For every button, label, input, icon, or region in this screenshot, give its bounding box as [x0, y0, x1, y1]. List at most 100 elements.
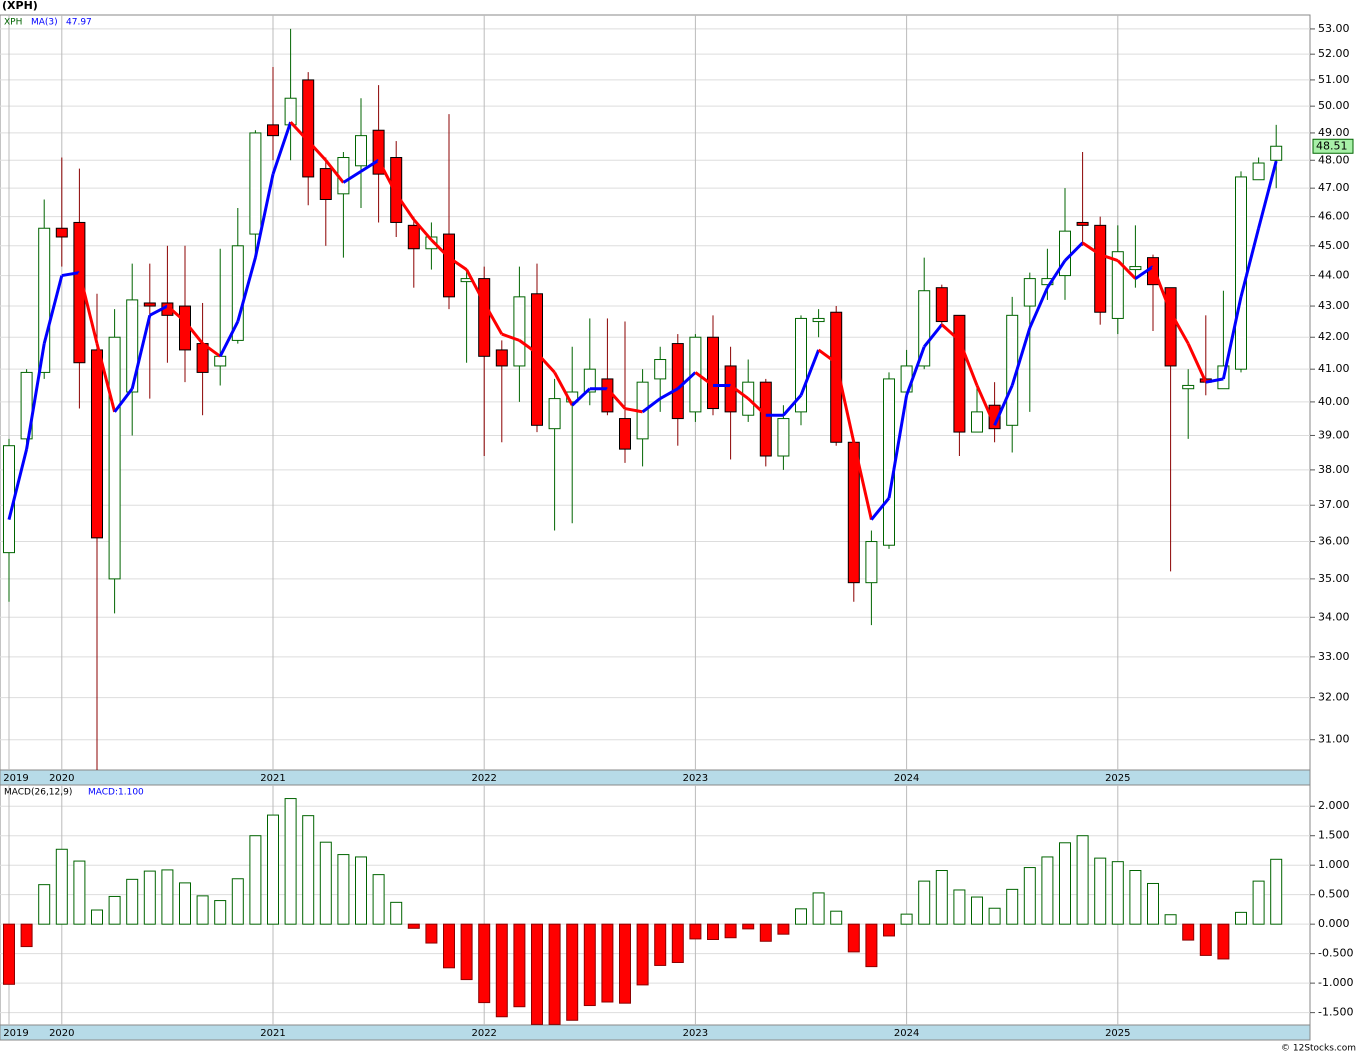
ma-segment [149, 304, 169, 317]
ma-segment [465, 268, 486, 304]
candle-body [689, 336, 702, 413]
candle-body [126, 299, 139, 393]
y-tick-label: -1.500 [1318, 1006, 1353, 1019]
candle-body [249, 132, 262, 235]
candle-body [443, 233, 455, 298]
candle-body [143, 302, 156, 307]
macd-bar [513, 923, 526, 1008]
macd-bar [1059, 842, 1071, 925]
candle-body [777, 418, 790, 457]
macd-bar [249, 835, 262, 925]
macd-bar [460, 923, 473, 981]
macd-bar [601, 923, 614, 1003]
candle-body [1270, 145, 1283, 161]
plot-layer: 53.00 52.00 51.00 50.00 49.00 48.00 47.00 46.00… [0, 15, 1354, 1039]
macd-bar [566, 923, 579, 1021]
ma-segment [113, 387, 134, 413]
legend-macd: MACD:1.100 [88, 788, 144, 798]
ma-segment [289, 121, 310, 143]
macd-bar [126, 878, 139, 925]
candle-body [319, 168, 332, 200]
y-tick-label: 41.00 [1318, 362, 1350, 375]
macd-bar [337, 854, 350, 925]
candle-body [671, 343, 684, 420]
y-tick-label: 44.00 [1318, 269, 1350, 282]
ma-segment [377, 159, 398, 195]
y-tick-label: 0.500 [1318, 888, 1350, 901]
macd-bar [654, 923, 667, 966]
y-tick-label: 34.00 [1318, 610, 1350, 623]
candle-body [795, 317, 807, 413]
macd-bar [108, 895, 121, 925]
ma-segment [448, 256, 468, 271]
ma-segment [61, 271, 80, 278]
x-tick-label: 2020 [49, 1028, 74, 1039]
legend-ma: MA(3) [31, 18, 58, 28]
price-panel [0, 14, 1311, 771]
x-tick-label: 2023 [683, 1028, 708, 1039]
ma-segment [799, 349, 820, 396]
candle-body [1182, 384, 1195, 390]
ma-segment [975, 384, 996, 426]
macd-bar [724, 923, 737, 939]
macd-bar [953, 889, 966, 925]
y-tick-label: 37.00 [1318, 498, 1350, 511]
macd-bar [91, 909, 103, 925]
candle-body [830, 311, 843, 443]
ma-segment [25, 343, 46, 450]
candle-body [478, 278, 491, 357]
candle-body [284, 97, 297, 126]
ma-segment [817, 348, 838, 364]
candle-body [1076, 221, 1089, 226]
macd-bar [689, 923, 702, 940]
y-tick-label: 33.00 [1318, 650, 1350, 663]
ma-segment [1099, 253, 1119, 263]
ma-segment [430, 238, 451, 259]
candle-body [1111, 251, 1124, 319]
candle-body [407, 224, 420, 250]
candle-body [390, 157, 403, 223]
ma-segment [218, 320, 240, 357]
candle-body [372, 129, 385, 175]
ma-segment [130, 314, 152, 390]
ma-segment [394, 192, 416, 221]
ma-segment [641, 397, 662, 414]
macd-bar [231, 878, 244, 925]
ma-segment [870, 497, 891, 521]
candle-body [654, 359, 667, 380]
macd-bar [355, 856, 367, 925]
chart-title: (XPH) [2, 0, 38, 12]
macd-bar [636, 923, 649, 986]
ma-segment [1134, 265, 1154, 280]
legend-ma-value: 47.97 [66, 18, 92, 28]
candle-body [619, 418, 631, 450]
ma-segment [360, 158, 380, 173]
macd-bar [812, 892, 825, 925]
ma-segment [1205, 377, 1224, 384]
macd-bar [407, 923, 420, 929]
candle-body [971, 411, 983, 433]
candle-body [1235, 176, 1247, 370]
y-tick-label: 46.00 [1318, 210, 1350, 223]
ma-segment [606, 387, 627, 410]
macd-bar [847, 923, 860, 953]
ma-segment [236, 257, 257, 322]
candle-body [20, 371, 33, 440]
ma-segment [1046, 259, 1067, 289]
ma-segment [852, 441, 873, 520]
macd-bar [1147, 882, 1159, 925]
macd-bar [1076, 835, 1089, 925]
y-tick-label: 40.00 [1318, 395, 1350, 408]
macd-bar [583, 923, 596, 1007]
ma-segment [834, 362, 856, 443]
candle-body [267, 124, 279, 137]
ma-segment [42, 275, 64, 344]
macd-bar [795, 908, 807, 925]
macd-title: MACD(26,12,9) [4, 788, 72, 798]
y-tick-label: 47.00 [1318, 181, 1350, 194]
macd-bar [319, 841, 332, 925]
ma-segment [729, 384, 750, 400]
macd-bar [548, 923, 561, 1025]
candle-body [1023, 278, 1036, 307]
